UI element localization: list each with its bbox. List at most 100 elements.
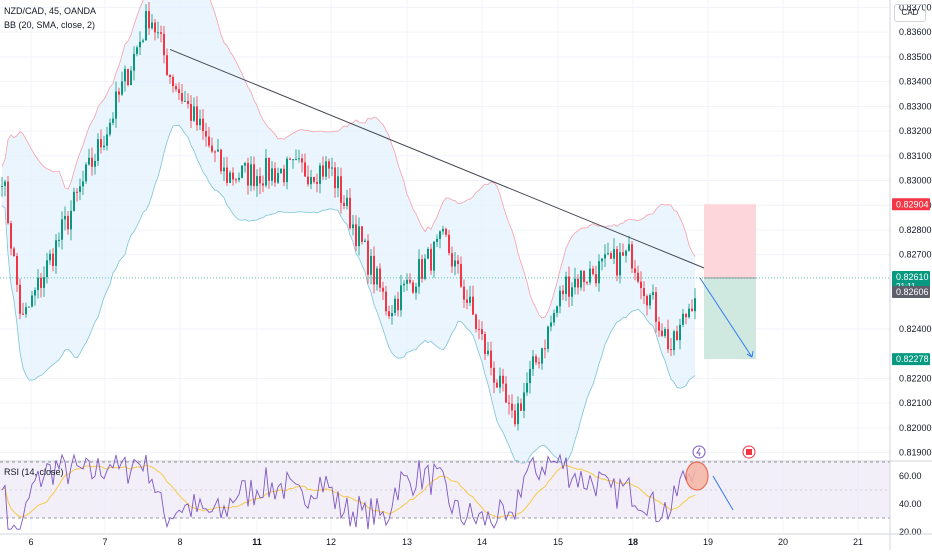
candle-body	[490, 350, 492, 368]
candle-body	[109, 122, 111, 135]
candle-body	[427, 248, 429, 259]
bollinger-lower-line	[1, 124, 696, 464]
time-tick-label: 21	[853, 537, 863, 547]
candle-body	[520, 403, 522, 411]
candle-body	[544, 348, 546, 350]
candle-body	[577, 278, 579, 288]
candle-body	[103, 145, 105, 148]
candle-body	[169, 74, 171, 77]
price-badge	[892, 198, 930, 211]
candle-body	[241, 165, 243, 178]
candle-body	[283, 168, 285, 183]
candle-body	[613, 249, 615, 259]
candle-body	[649, 295, 651, 306]
candle-body	[196, 106, 198, 126]
rsi-legend[interactable]: RSI (14, close)	[4, 467, 64, 477]
candle-body	[139, 41, 141, 48]
candle-body	[10, 223, 12, 249]
candle-body	[172, 76, 174, 87]
candle-body	[106, 134, 108, 146]
candle-body	[85, 164, 87, 182]
candle-body	[505, 383, 507, 403]
candle-body	[46, 260, 48, 278]
candle-body	[529, 369, 531, 384]
time-tick-label: 14	[477, 537, 487, 547]
candle-body	[460, 264, 462, 287]
candle-body	[346, 197, 348, 206]
candle-body	[316, 181, 318, 184]
candle-body	[337, 176, 339, 189]
candle-body	[415, 286, 417, 293]
candle-body	[424, 258, 426, 279]
candle-body	[190, 103, 192, 121]
candle-body	[598, 261, 600, 284]
candle-body	[292, 159, 294, 161]
candle-body	[265, 157, 267, 186]
candle-body	[61, 219, 63, 240]
candle-body	[223, 167, 225, 172]
candle-body	[403, 283, 405, 286]
candle-body	[655, 292, 657, 322]
candle-body	[115, 91, 117, 119]
candle-body	[394, 298, 396, 313]
candle-body	[274, 168, 276, 183]
candle-body	[367, 240, 369, 275]
candle-body	[601, 258, 603, 262]
rsi-arrow	[712, 475, 734, 511]
candle-body	[67, 215, 69, 230]
candle-body	[616, 249, 618, 276]
candle-body	[214, 151, 216, 153]
candle-body	[154, 22, 156, 33]
time-tick-label: 19	[703, 537, 713, 547]
price-badge-label: 0.82278	[896, 354, 929, 364]
price-tick-label: 0.82200	[899, 373, 932, 383]
candle-body	[583, 270, 585, 283]
candle-body	[685, 313, 687, 318]
candle-body	[73, 191, 75, 211]
candle-body	[451, 253, 453, 267]
candle-body	[145, 11, 147, 41]
candle-body	[634, 268, 636, 273]
candle-body	[184, 100, 186, 102]
candle-body	[142, 40, 144, 42]
candle-body	[691, 308, 693, 312]
candle-body	[370, 255, 372, 275]
candle-body	[94, 160, 96, 167]
candle-body	[211, 145, 213, 152]
candle-body	[541, 348, 543, 364]
candle-body	[313, 176, 315, 182]
candle-body	[487, 350, 489, 355]
candle-body	[43, 277, 45, 288]
currency-button[interactable]: CAD	[894, 4, 926, 22]
bollinger-legend[interactable]: BB (20, SMA, close, 2)	[4, 20, 96, 30]
candle-body	[88, 157, 90, 165]
time-tick-label: 12	[326, 537, 336, 547]
candle-body	[301, 158, 303, 163]
candle-body	[418, 259, 420, 287]
candle-body	[181, 93, 183, 102]
symbol-legend[interactable]: NZD/CAD, 45, OANDA	[4, 6, 97, 16]
candle-body	[646, 295, 648, 306]
candle-body	[421, 259, 423, 279]
candle-body	[58, 239, 60, 241]
candle-body	[40, 277, 42, 288]
candle-body	[130, 70, 132, 86]
candle-body	[352, 224, 354, 229]
projection-arrowhead	[746, 351, 754, 358]
candle-body	[580, 270, 582, 288]
candle-body	[133, 53, 135, 71]
candle-body	[364, 240, 366, 242]
candle-body	[640, 281, 642, 289]
candle-body	[556, 306, 558, 313]
candle-body	[409, 279, 411, 283]
candle-body	[334, 167, 336, 189]
candle-body	[628, 244, 630, 251]
candles-group	[1, 2, 696, 431]
candle-body	[91, 157, 93, 167]
candle-body	[229, 172, 231, 183]
bollinger-upper-line	[1, 0, 696, 319]
candle-body	[448, 234, 450, 254]
candle-body	[256, 176, 258, 187]
